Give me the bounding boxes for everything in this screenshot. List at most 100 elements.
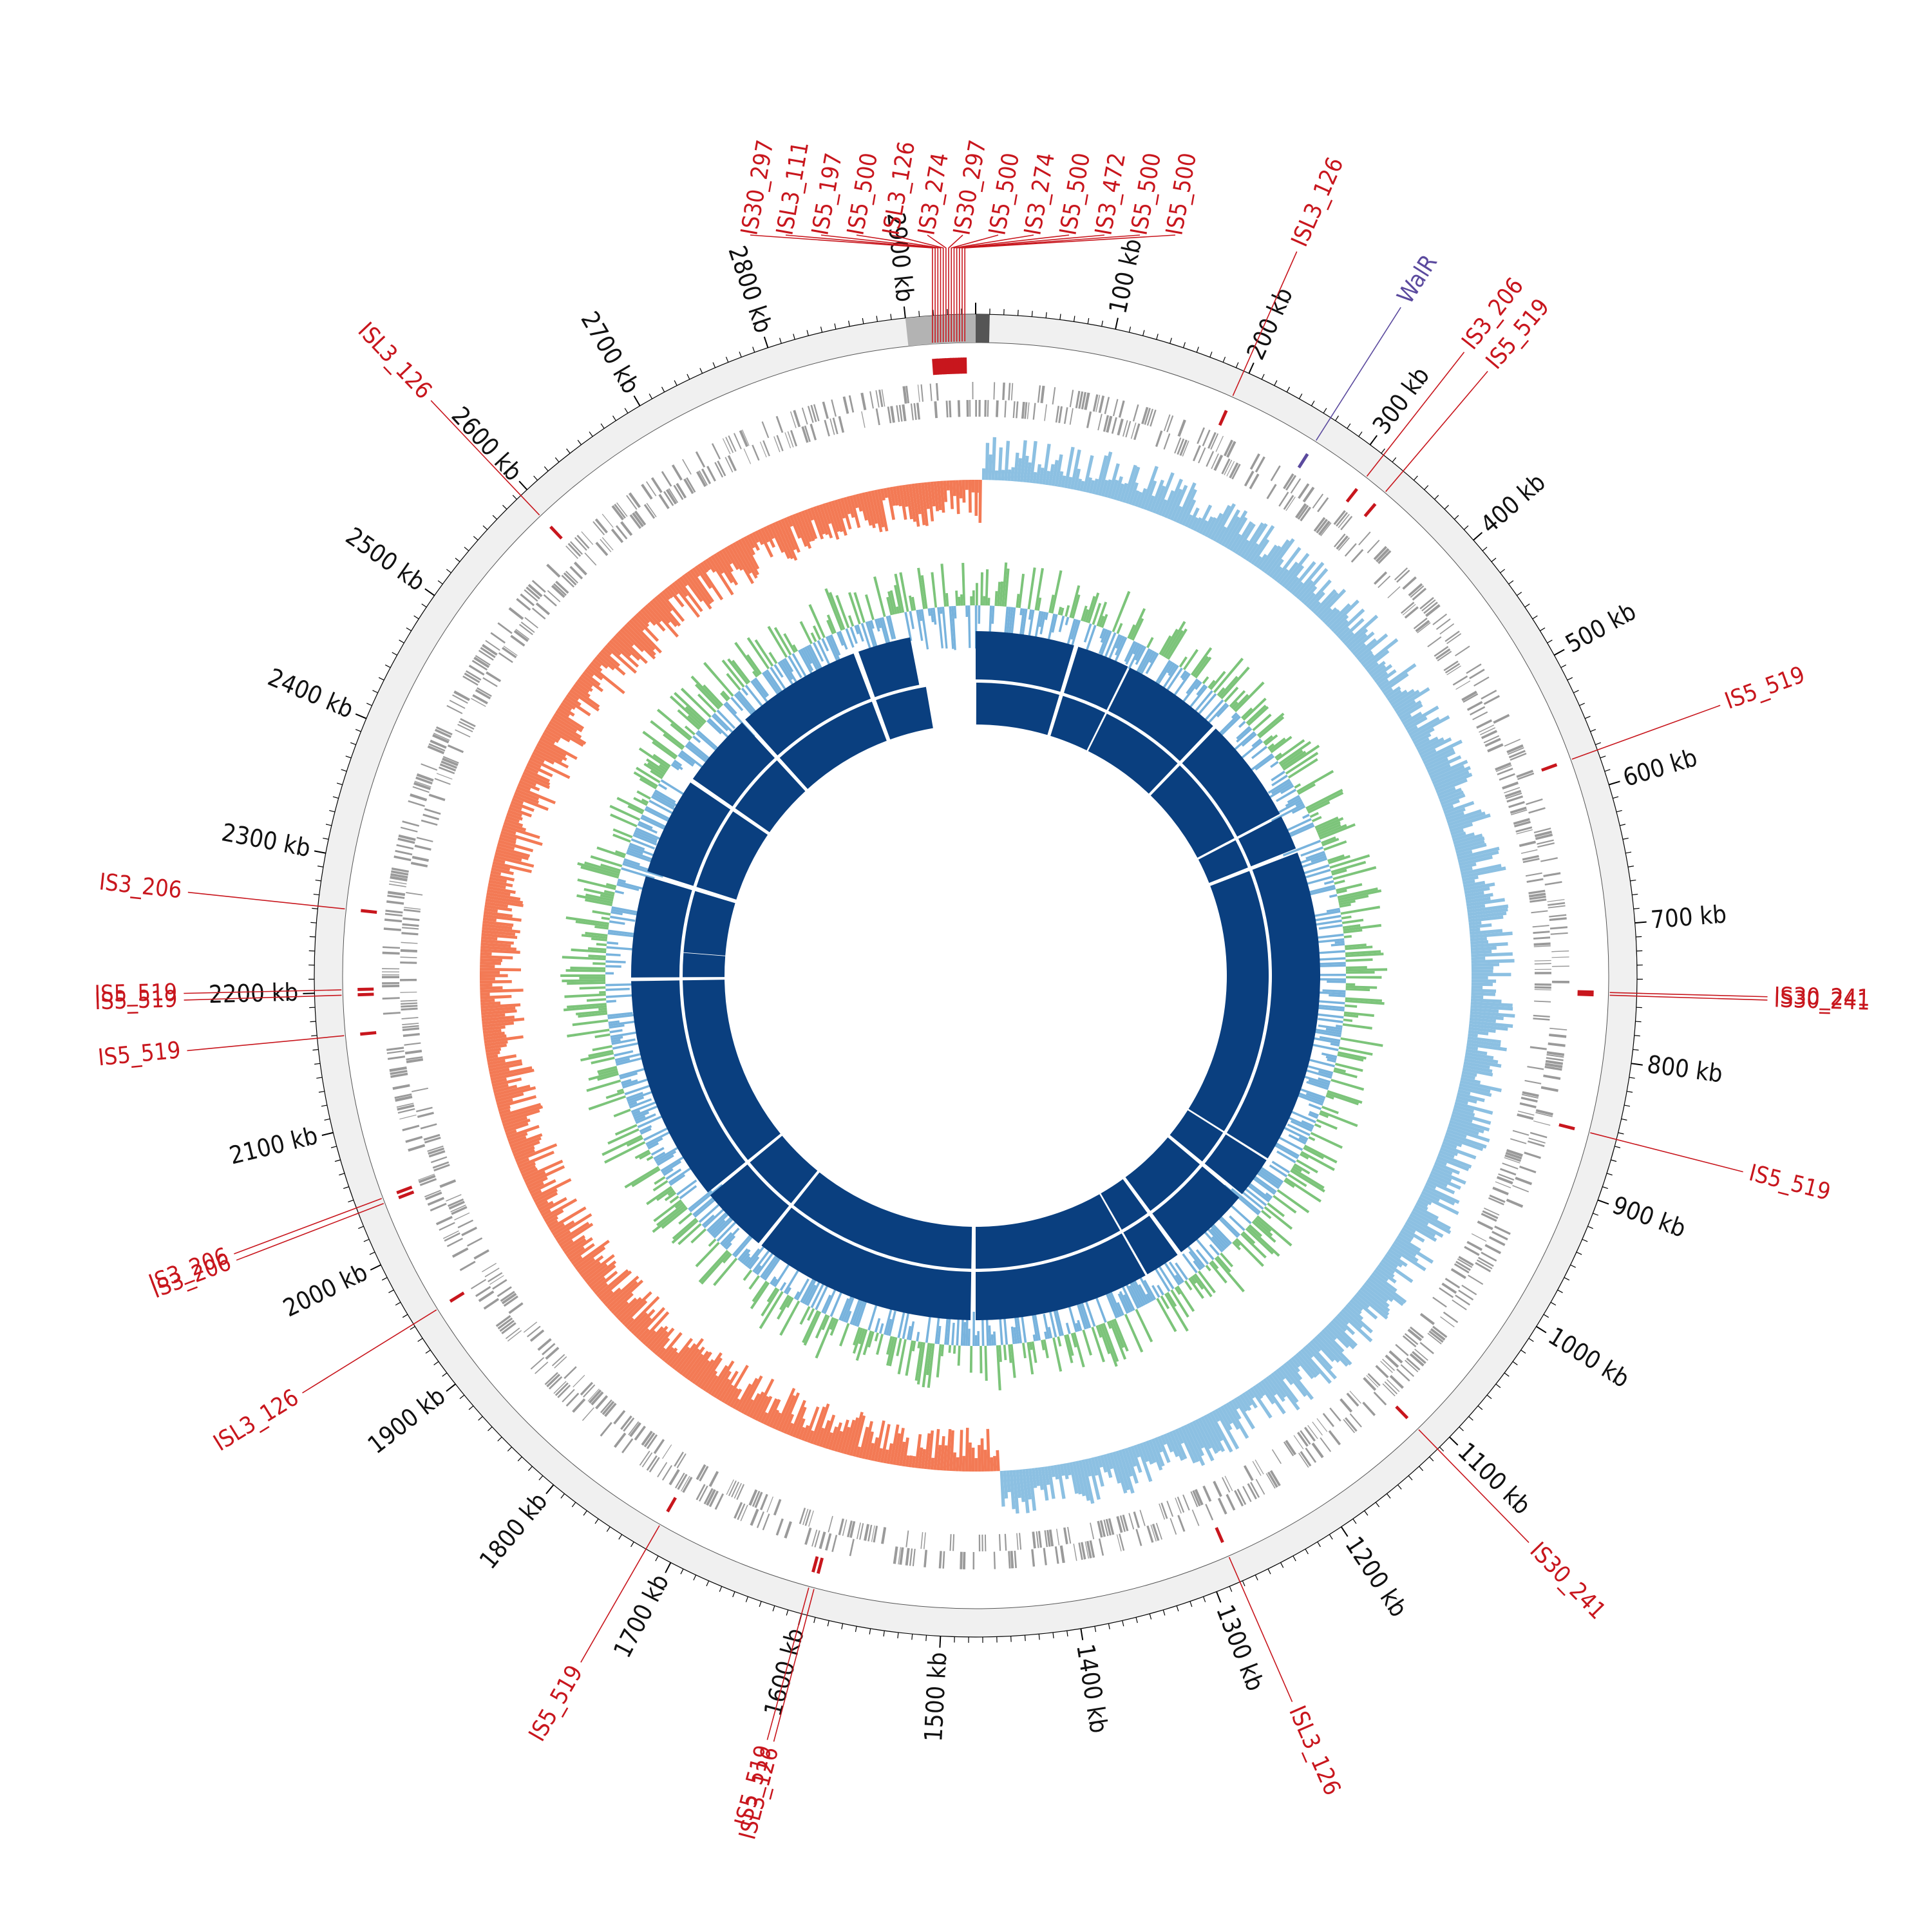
gc-skew-bar <box>1378 678 1389 688</box>
gc-skew-bar <box>1053 1464 1059 1480</box>
gc-content-bar <box>886 1318 893 1336</box>
gc-skew-bar <box>1405 1221 1437 1242</box>
gc-skew-bar <box>1130 1445 1142 1473</box>
gc-content-bar <box>1293 1090 1324 1104</box>
cds-mark <box>1533 1120 1551 1126</box>
gc-content-bar <box>940 1344 945 1357</box>
gc-content-bar <box>815 1280 831 1311</box>
cds-mark <box>1452 675 1468 686</box>
gc-skew-bar <box>495 1086 536 1100</box>
gc-content-bar <box>1066 1300 1078 1332</box>
gc-content-bar <box>652 1180 668 1192</box>
gc-skew-bar <box>1082 455 1094 493</box>
gc-skew-bar <box>679 576 688 587</box>
cds-mark <box>401 1017 419 1019</box>
cds-mark <box>395 849 413 856</box>
gc-skew-bar <box>798 511 813 542</box>
cds-mark <box>600 1422 612 1437</box>
gc-skew-bar <box>1343 614 1379 647</box>
cds-mark <box>752 1490 761 1507</box>
tick-mark <box>820 327 823 333</box>
gc-skew-bar <box>558 1222 594 1247</box>
gc-content-bar <box>1066 618 1077 647</box>
gc-content-bar <box>1331 869 1347 876</box>
cds-mark <box>1476 1259 1493 1269</box>
cds-mark <box>529 1329 545 1342</box>
gc-content-bar <box>906 1325 912 1340</box>
cds-mark <box>1483 695 1500 705</box>
gc-skew-bar <box>1352 643 1367 656</box>
cds-mark <box>1382 1383 1396 1397</box>
gc-skew-bar <box>930 481 936 507</box>
gc-skew-bar <box>1468 1033 1478 1037</box>
gc-skew-bar <box>1224 510 1248 548</box>
cds-mark <box>848 395 855 413</box>
cds-mark <box>428 1150 446 1158</box>
cds-mark <box>1544 1065 1562 1071</box>
tick-mark <box>1622 837 1629 840</box>
gc-skew-bar <box>988 454 992 480</box>
gc-content-bar <box>766 669 786 697</box>
gc-content-bar <box>737 1248 749 1261</box>
gc-skew-bar <box>492 861 532 873</box>
gc-skew-bar <box>507 1132 528 1142</box>
tick-mark <box>661 386 665 393</box>
cds-mark <box>1166 415 1174 433</box>
cds-mark <box>601 513 614 528</box>
cds-mark <box>402 927 419 930</box>
cds-mark <box>993 1551 996 1569</box>
gc-content-bar <box>1208 679 1216 689</box>
cds-mark <box>1470 706 1486 715</box>
cds-mark <box>1283 1441 1294 1457</box>
cds-mark <box>1512 1130 1530 1136</box>
cds-mark <box>1387 1379 1400 1392</box>
gc-skew-bar <box>1385 686 1401 699</box>
cds-mark <box>1349 1390 1361 1404</box>
cds-mark <box>1229 462 1239 478</box>
gc-skew-bar <box>576 1257 596 1273</box>
gc-content-bar <box>594 925 609 930</box>
cds-mark <box>397 1108 415 1114</box>
tick-mark <box>317 866 324 867</box>
cds-mark <box>766 1496 773 1513</box>
gc-skew-bar <box>527 1181 544 1192</box>
cds-mark <box>486 671 502 683</box>
gc-content-bar <box>1310 1132 1343 1149</box>
gc-content-bar <box>802 1310 819 1343</box>
cds-mark <box>553 583 567 596</box>
gc-skew-bar <box>1464 1058 1502 1068</box>
tick-mark <box>1486 1394 1492 1399</box>
gc-skew-bar <box>864 1431 874 1460</box>
gc-content-bar <box>587 947 607 951</box>
gc-skew-bar <box>615 632 648 664</box>
gc-skew-bar <box>1110 479 1119 500</box>
gc-skew-bar <box>664 1347 678 1364</box>
gc-content-bar <box>686 743 708 761</box>
gc-content-bar <box>669 1195 679 1204</box>
cds-mark <box>386 1050 404 1054</box>
gc-skew-bar <box>1298 567 1329 601</box>
is-element-mark <box>955 357 960 374</box>
gc-skew-bar <box>480 1003 521 1009</box>
tick-mark <box>518 480 528 491</box>
gc-skew-bar <box>1454 1101 1493 1115</box>
cds-mark <box>1535 833 1553 840</box>
gc-content-bar <box>1299 864 1330 876</box>
gc-content-bar <box>800 649 814 671</box>
gc-skew-bar <box>1242 1392 1253 1406</box>
gc-skew-bar <box>495 848 529 860</box>
label-leader <box>184 994 342 1001</box>
gc-skew-bar <box>1328 1322 1356 1350</box>
gc-skew-bar <box>493 1084 531 1097</box>
cds-mark <box>1069 390 1074 408</box>
cds-mark <box>1508 750 1526 759</box>
gc-content-bar <box>967 1329 971 1346</box>
cds-mark <box>387 895 405 899</box>
gc-content-bar <box>656 1150 677 1164</box>
gc-skew-bar <box>1437 786 1456 797</box>
cds-mark <box>828 1515 833 1533</box>
gc-content-bar <box>611 1038 621 1043</box>
cds-mark <box>1290 478 1302 494</box>
gc-skew-bar <box>671 1346 690 1370</box>
gc-skew-bar <box>828 1426 838 1450</box>
